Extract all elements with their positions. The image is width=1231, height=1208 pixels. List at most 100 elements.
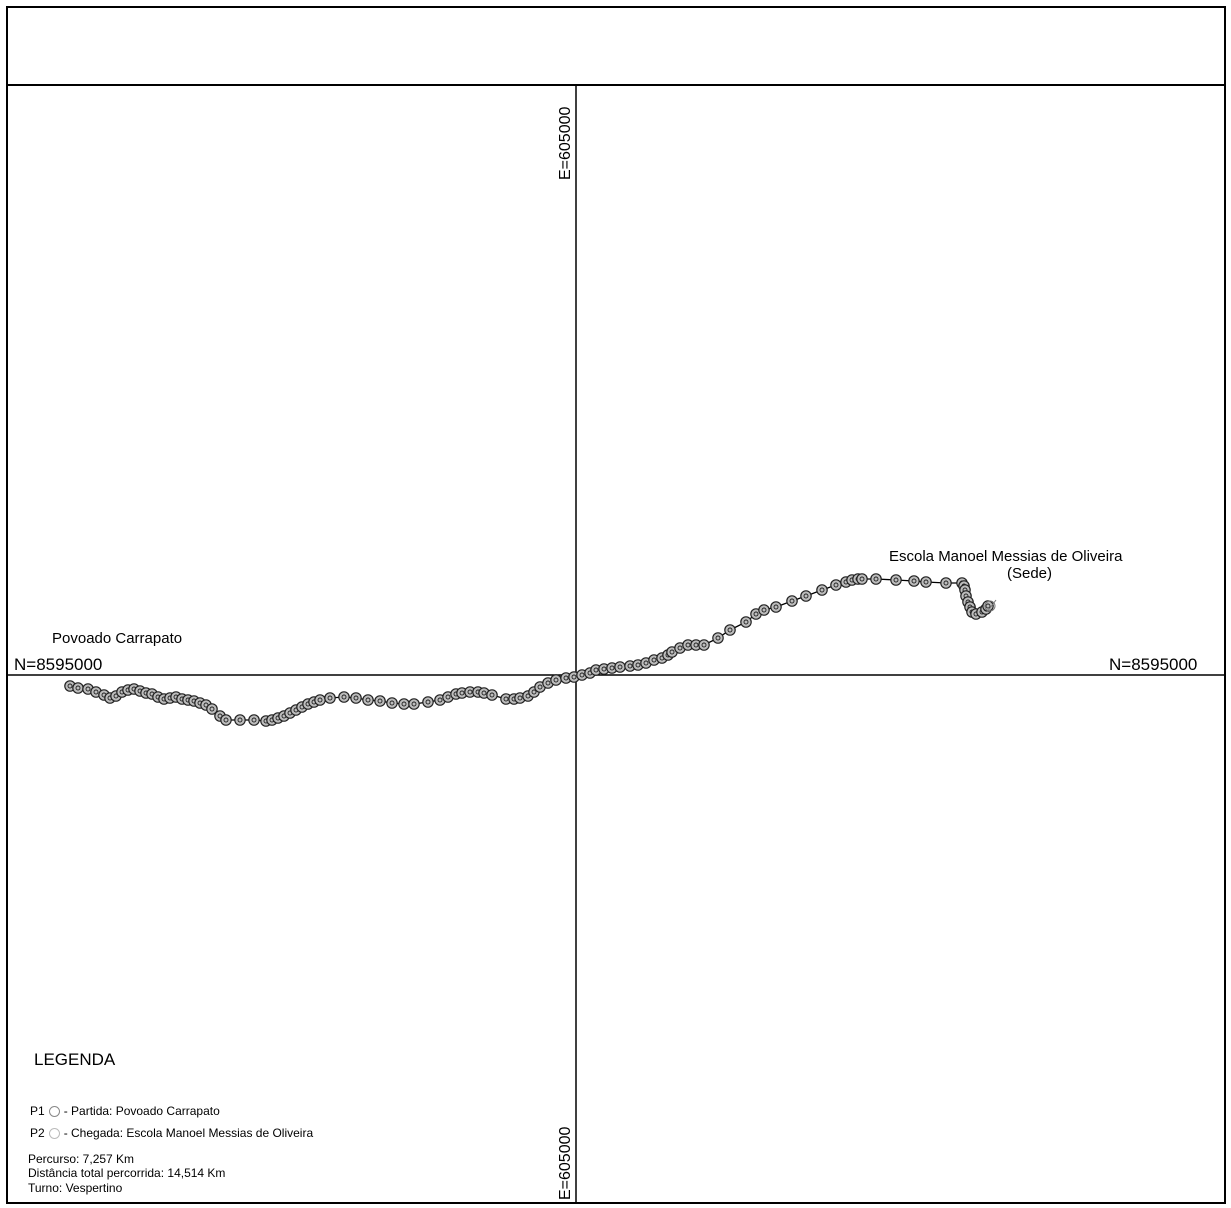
route-point-marker — [908, 575, 920, 587]
route-point-marker — [314, 694, 326, 706]
route-point-marker-center — [819, 587, 825, 593]
route-point-marker-center — [693, 642, 699, 648]
route-point-marker-center — [701, 642, 707, 648]
route-point-marker-center — [563, 675, 569, 681]
route-point-marker-center — [635, 662, 641, 668]
route-point-marker-center — [579, 672, 585, 678]
route-point-marker — [614, 661, 626, 673]
route-point-marker — [698, 639, 710, 651]
route-point-marker-center — [761, 607, 767, 613]
route-point-marker — [816, 584, 828, 596]
route-point-marker-center — [669, 649, 675, 655]
route-point-marker-center — [833, 582, 839, 588]
legend-route: Percurso: 7,257 Km — [28, 1152, 135, 1166]
legend-p1-text: - Partida: Povoado Carrapato — [63, 1104, 220, 1118]
route-point-marker-center — [545, 680, 551, 686]
route-point-marker — [786, 595, 798, 607]
end-place-sublabel: (Sede) — [1007, 565, 1053, 582]
route-point-marker-center — [411, 701, 417, 707]
route-point-marker-center — [789, 598, 795, 604]
route-point-marker — [248, 714, 260, 726]
route-point-marker-center — [803, 593, 809, 599]
route-point-marker-center — [481, 690, 487, 696]
route-point-marker-center — [223, 717, 229, 723]
route-point-marker-center — [401, 701, 407, 707]
route-point-marker-center — [715, 635, 721, 641]
legend-item-p2: P2 - Chegada: Escola Manoel Messias de Ol… — [30, 1126, 313, 1140]
route-point-marker — [374, 695, 386, 707]
route-point-marker — [770, 601, 782, 613]
route-point-marker — [220, 714, 232, 726]
route-point-marker-center — [627, 663, 633, 669]
legend-shift: Turno: Vespertino — [28, 1181, 123, 1195]
legend-title: LEGENDA — [34, 1050, 116, 1069]
route-point-marker-center — [209, 706, 215, 712]
route-point-marker — [338, 691, 350, 703]
route-point-marker-center — [67, 683, 73, 689]
route-point-marker — [550, 674, 562, 686]
route-point-marker — [800, 590, 812, 602]
route-point-marker-center — [571, 674, 577, 680]
route-point-marker — [398, 698, 410, 710]
easting-label-top: E=605000 — [557, 106, 574, 180]
route-point-marker — [830, 579, 842, 591]
route-point-marker-center — [773, 604, 779, 610]
route-point-marker — [486, 689, 498, 701]
route-point-marker-center — [517, 695, 523, 701]
northing-label-right: N=8595000 — [1109, 655, 1198, 674]
route-point-marker — [234, 714, 246, 726]
route-point-marker — [206, 703, 218, 715]
route-point-marker — [920, 576, 932, 588]
route-point-marker-center — [873, 576, 879, 582]
route-point-marker-center — [467, 689, 473, 695]
route-point-marker-center — [593, 667, 599, 673]
route-point-marker-center — [609, 665, 615, 671]
route-markers — [64, 573, 994, 727]
route-point-marker-center — [93, 689, 99, 695]
start-place-label: Povoado Carrapato — [52, 630, 183, 647]
route-point-marker-center — [643, 660, 649, 666]
start-marker-icon — [48, 1106, 60, 1118]
route-point-marker — [940, 577, 952, 589]
route-point-marker — [890, 574, 902, 586]
legend-p1-code: P1 — [30, 1104, 45, 1118]
route-point-marker-center — [445, 694, 451, 700]
route-point-marker-center — [537, 684, 543, 690]
legend-item-p1: P1 - Partida: Povoado Carrapato — [30, 1104, 220, 1118]
legend-total-distance: Distância total percorrida: 14,514 Km — [28, 1166, 226, 1180]
route-point-marker-center — [985, 603, 991, 609]
route-point-marker — [740, 616, 752, 628]
route-point-marker — [712, 632, 724, 644]
route-point-marker-center — [553, 677, 559, 683]
route-point-marker-center — [425, 699, 431, 705]
route-point-marker-center — [677, 645, 683, 651]
route-point-marker — [856, 573, 868, 585]
route-point-marker-center — [237, 717, 243, 723]
route-point-marker-center — [85, 686, 91, 692]
route-point-marker — [350, 692, 362, 704]
route-point-marker-center — [503, 696, 509, 702]
route-point-marker-center — [251, 717, 257, 723]
route-point-marker-center — [317, 697, 323, 703]
easting-label-bottom: E=605000 — [557, 1126, 574, 1200]
route-point-marker-center — [727, 627, 733, 633]
northing-label-left: N=8595000 — [14, 655, 103, 674]
route-point-marker — [758, 604, 770, 616]
route-point-marker-center — [389, 700, 395, 706]
route-point-marker-center — [617, 664, 623, 670]
legend-p2-code: P2 — [30, 1126, 45, 1140]
route-point-marker-center — [353, 695, 359, 701]
route-point-marker — [386, 697, 398, 709]
route-point-marker — [870, 573, 882, 585]
route-point-marker-center — [327, 695, 333, 701]
route-point-marker — [408, 698, 420, 710]
route-point-marker — [724, 624, 736, 636]
route-point-marker-center — [601, 666, 607, 672]
route-point-marker — [362, 694, 374, 706]
route-point-marker-center — [75, 685, 81, 691]
legend-p2-text: - Chegada: Escola Manoel Messias de Oliv… — [63, 1126, 314, 1140]
map-frame — [6, 6, 1226, 1204]
route-point-marker-center — [531, 689, 537, 695]
end-place-label: Escola Manoel Messias de Oliveira — [889, 548, 1123, 565]
